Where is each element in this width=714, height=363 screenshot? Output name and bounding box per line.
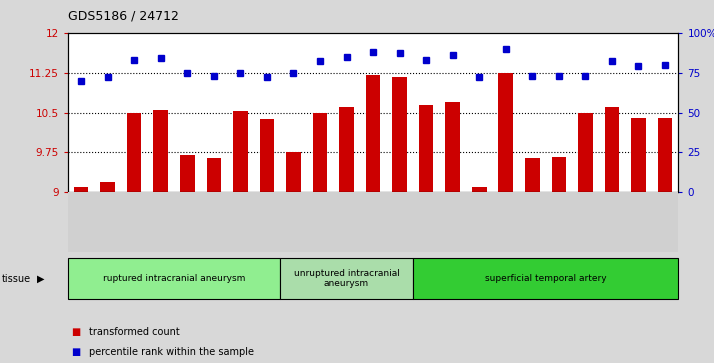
Bar [446, 102, 460, 192]
Bar [631, 118, 645, 192]
Text: GDS5186 / 24712: GDS5186 / 24712 [68, 9, 178, 22]
Bar [233, 111, 248, 192]
Text: ▶: ▶ [37, 274, 45, 284]
Text: transformed count: transformed count [89, 327, 180, 337]
Bar [127, 113, 141, 192]
Bar [154, 110, 168, 192]
Bar [339, 107, 354, 192]
Text: ruptured intracranial aneurysm: ruptured intracranial aneurysm [103, 274, 245, 283]
Bar [286, 152, 301, 192]
Bar [260, 119, 274, 192]
Bar [658, 118, 673, 192]
Bar [392, 77, 407, 192]
Bar [180, 155, 195, 192]
Text: tissue: tissue [1, 274, 31, 284]
Bar [605, 107, 619, 192]
Bar [366, 75, 381, 192]
Bar [206, 158, 221, 192]
Bar [419, 105, 433, 192]
Bar [101, 182, 115, 192]
Bar [525, 158, 540, 192]
Bar [313, 113, 327, 192]
Bar [578, 113, 593, 192]
Bar [498, 73, 513, 192]
Text: ■: ■ [71, 347, 81, 357]
Bar [74, 187, 89, 192]
Text: ■: ■ [71, 327, 81, 337]
Bar [472, 187, 486, 192]
Text: superficial temporal artery: superficial temporal artery [485, 274, 606, 283]
Text: unruptured intracranial
aneurysm: unruptured intracranial aneurysm [293, 269, 399, 288]
Text: percentile rank within the sample: percentile rank within the sample [89, 347, 254, 357]
Bar [551, 157, 566, 192]
